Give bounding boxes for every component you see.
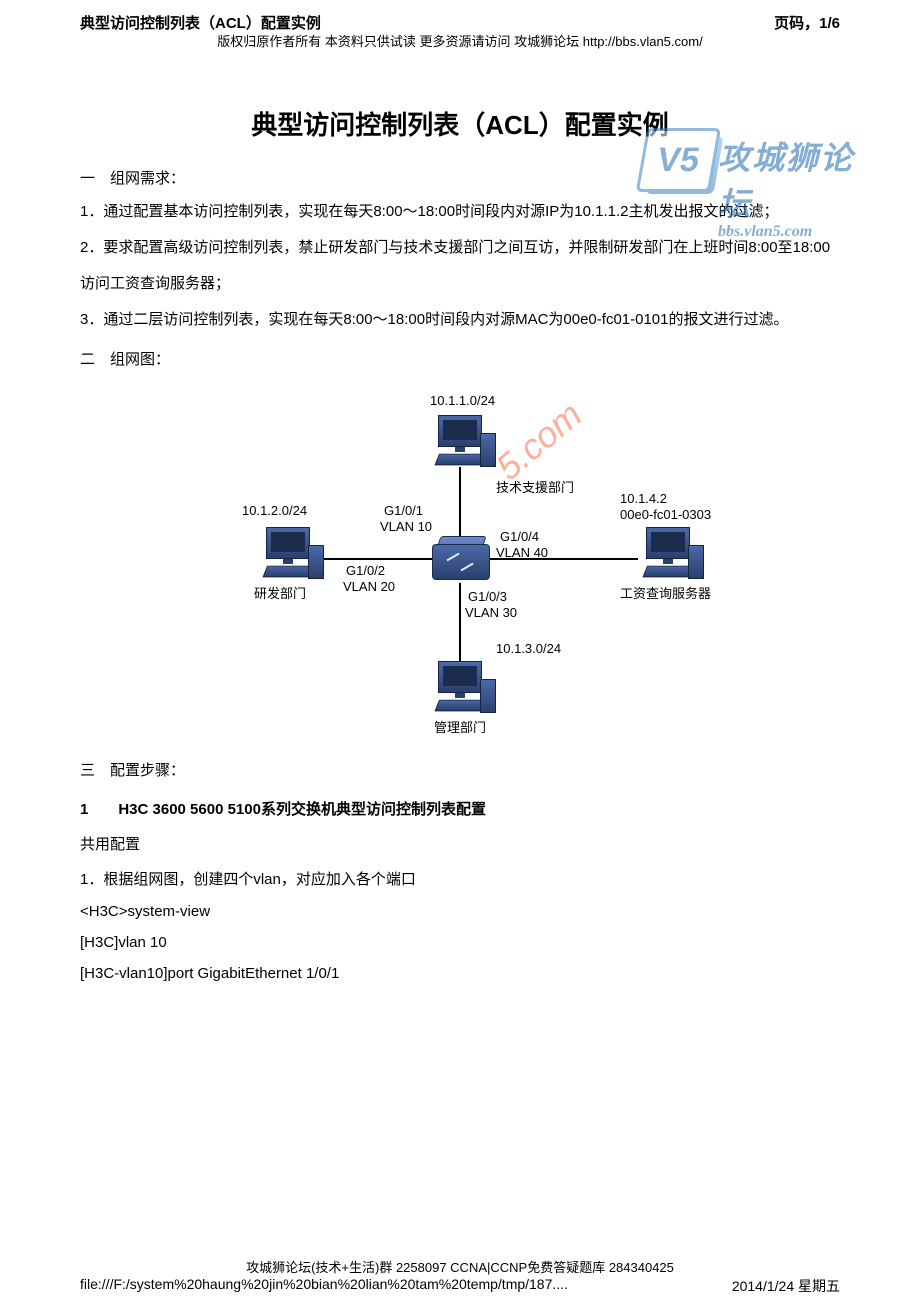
port-3a: G1/0/3 (468, 589, 507, 604)
footer-right: 2014/1/24 星期五 (732, 1276, 840, 1296)
host-salary (638, 527, 698, 578)
switch-node (432, 536, 488, 582)
page-number: 页码，1/6 (774, 12, 840, 33)
net-left: 10.1.2.0/24 (242, 503, 307, 518)
edge-left (318, 558, 432, 560)
host-rd (258, 527, 318, 578)
section-3-label: 三 配置步骤： (80, 759, 840, 780)
requirement-3: 3．通过二层访问控制列表，实现在每天8:00～18:00时间段内对源MAC为00… (80, 302, 840, 338)
edge-top (459, 467, 461, 537)
config-share: 共用配置 (80, 833, 840, 854)
name-right: 工资查询服务器 (620, 583, 711, 602)
port-1b: VLAN 10 (380, 519, 432, 534)
host-admin (430, 661, 490, 712)
net-right-1: 10.1.4.2 (620, 491, 667, 506)
net-top: 10.1.1.0/24 (430, 393, 495, 408)
page-title: 典型访问控制列表（ACL）配置实例 (80, 105, 840, 142)
edge-bottom (459, 583, 461, 661)
port-4a: G1/0/4 (500, 529, 539, 544)
page-footer: 攻城狮论坛(技术+生活)群 2258097 CCNA|CCNP免费答疑题库 28… (80, 1257, 840, 1296)
code-line-2: [H3C]vlan 10 (80, 934, 840, 951)
copyright-line: 版权归原作者所有 本资料只供试读 更多资源请访问 攻城狮论坛 http://bb… (80, 31, 840, 50)
net-right-2: 00e0-fc01-0303 (620, 507, 711, 522)
port-2b: VLAN 20 (343, 579, 395, 594)
code-line-3: [H3C-vlan10]port GigabitEthernet 1/0/1 (80, 965, 840, 982)
host-tech (430, 415, 490, 466)
code-line-1: <H3C>system-view (80, 903, 840, 920)
port-2a: G1/0/2 (346, 563, 385, 578)
name-top: 技术支援部门 (496, 477, 574, 496)
port-4b: VLAN 40 (496, 545, 548, 560)
net-bottom: 10.1.3.0/24 (496, 641, 561, 656)
doc-title: 典型访问控制列表（ACL）配置实例 (80, 12, 321, 33)
name-bottom: 管理部门 (434, 717, 486, 736)
port-3b: VLAN 30 (465, 605, 517, 620)
section-2-label: 二 组网图： (80, 348, 840, 369)
requirement-2: 2．要求配置高级访问控制列表，禁止研发部门与技术支援部门之间互访，并限制研发部门… (80, 230, 840, 302)
config-step-1: 1．根据组网图，创建四个vlan，对应加入各个端口 (80, 868, 840, 889)
footer-center: 攻城狮论坛(技术+生活)群 2258097 CCNA|CCNP免费答疑题库 28… (80, 1257, 840, 1276)
config-header: 1 H3C 3600 5600 5100系列交换机典型访问控制列表配置 (80, 798, 840, 819)
network-diagram: 10.1.1.0/24 技术支援部门 10.1.2.0/24 研发部门 10.1… (200, 379, 720, 739)
section-1-label: 一 组网需求： (80, 167, 840, 188)
requirement-1: 1．通过配置基本访问控制列表，实现在每天8:00～18:00时间段内对源IP为1… (80, 194, 840, 230)
port-1a: G1/0/1 (384, 503, 423, 518)
footer-left: file:///F:/system%20haung%20jin%20bian%2… (80, 1276, 568, 1296)
name-left: 研发部门 (254, 583, 306, 602)
